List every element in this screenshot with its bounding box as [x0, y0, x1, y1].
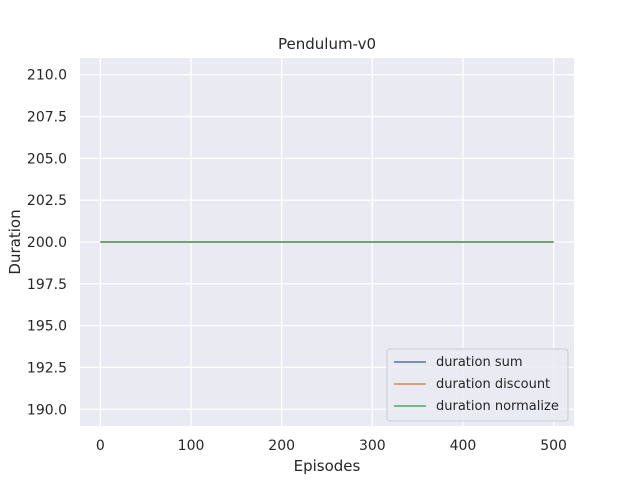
y-axis-label: Duration: [6, 209, 24, 274]
x-tick-labels: 0 100 200 300 400 500: [96, 438, 567, 454]
y-tick-label: 200.0: [27, 235, 67, 251]
legend-label: duration normalize: [436, 399, 559, 414]
x-tick-label: 400: [450, 438, 477, 454]
legend-label: duration sum: [436, 355, 523, 370]
y-tick-label: 210.0: [27, 68, 67, 84]
y-tick-label: 197.5: [27, 277, 67, 293]
y-tick-label: 202.5: [27, 193, 67, 209]
y-tick-label: 195.0: [27, 319, 67, 335]
x-axis-label: Episodes: [294, 457, 361, 475]
legend-box: [386, 348, 569, 422]
chart-title: Pendulum-v0: [278, 35, 376, 53]
y-tick-label: 192.5: [27, 360, 67, 376]
legend-label: duration discount: [436, 377, 550, 392]
legend: duration sum duration discount duration no…: [386, 348, 569, 422]
y-tick-label: 205.0: [27, 151, 67, 167]
x-tick-label: 0: [96, 438, 105, 454]
y-tick-label: 207.5: [27, 110, 67, 126]
x-tick-label: 200: [268, 438, 295, 454]
x-tick-label: 500: [540, 438, 567, 454]
x-tick-label: 100: [178, 438, 205, 454]
y-tick-label: 190.0: [27, 402, 67, 418]
x-tick-label: 300: [359, 438, 386, 454]
y-tick-labels: 190.0 192.5 195.0 197.5 200.0 202.5 205.0 207.5…: [27, 68, 67, 419]
